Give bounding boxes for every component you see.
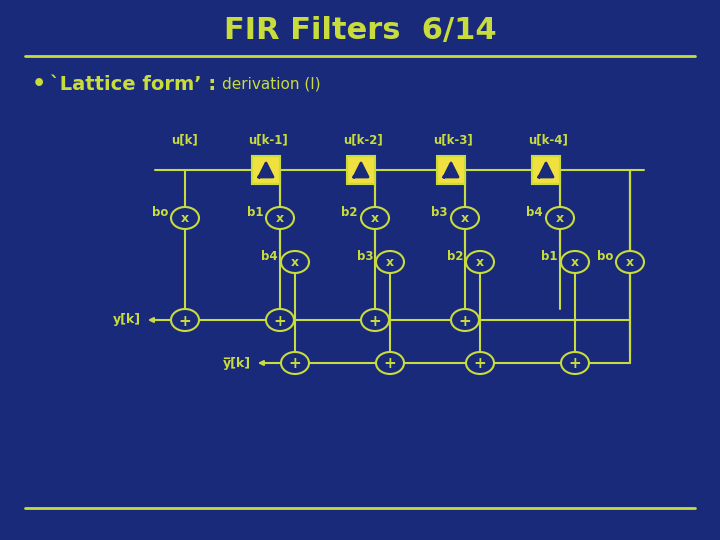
Polygon shape bbox=[539, 163, 553, 177]
Ellipse shape bbox=[466, 251, 494, 273]
Text: derivation (I): derivation (I) bbox=[222, 77, 320, 91]
FancyBboxPatch shape bbox=[252, 156, 280, 184]
Ellipse shape bbox=[361, 207, 389, 229]
Text: +: + bbox=[289, 356, 302, 372]
Ellipse shape bbox=[466, 352, 494, 374]
Ellipse shape bbox=[451, 207, 479, 229]
Text: x: x bbox=[291, 256, 299, 269]
Ellipse shape bbox=[281, 352, 309, 374]
Text: +: + bbox=[384, 356, 397, 372]
Ellipse shape bbox=[376, 352, 404, 374]
Ellipse shape bbox=[561, 352, 589, 374]
Text: x: x bbox=[461, 213, 469, 226]
Text: x: x bbox=[571, 256, 579, 269]
Text: x: x bbox=[276, 213, 284, 226]
Text: +: + bbox=[474, 356, 487, 372]
Text: x: x bbox=[556, 213, 564, 226]
Text: b4: b4 bbox=[526, 206, 543, 219]
Text: b2: b2 bbox=[341, 206, 358, 219]
Text: FIR Filters  6/14: FIR Filters 6/14 bbox=[224, 16, 496, 44]
Text: u[k-2]: u[k-2] bbox=[343, 133, 383, 146]
Text: y[k]: y[k] bbox=[113, 314, 141, 327]
Text: b4: b4 bbox=[261, 251, 278, 264]
Polygon shape bbox=[444, 163, 458, 177]
Ellipse shape bbox=[376, 251, 404, 273]
Text: x: x bbox=[476, 256, 484, 269]
Ellipse shape bbox=[266, 207, 294, 229]
Text: x: x bbox=[386, 256, 394, 269]
Text: +: + bbox=[569, 356, 581, 372]
Text: b3: b3 bbox=[356, 251, 373, 264]
Text: bo: bo bbox=[597, 251, 613, 264]
Ellipse shape bbox=[451, 309, 479, 331]
Ellipse shape bbox=[546, 207, 574, 229]
Ellipse shape bbox=[561, 251, 589, 273]
FancyBboxPatch shape bbox=[437, 156, 465, 184]
Text: b2: b2 bbox=[446, 251, 463, 264]
Text: x: x bbox=[181, 213, 189, 226]
Text: y̅[k]: y̅[k] bbox=[223, 356, 251, 369]
Ellipse shape bbox=[361, 309, 389, 331]
Text: +: + bbox=[369, 314, 382, 328]
Text: +: + bbox=[179, 314, 192, 328]
Polygon shape bbox=[259, 163, 273, 177]
Text: b1: b1 bbox=[541, 251, 558, 264]
Text: b1: b1 bbox=[246, 206, 263, 219]
Text: `Lattice form’ :: `Lattice form’ : bbox=[50, 75, 216, 93]
Ellipse shape bbox=[281, 251, 309, 273]
FancyBboxPatch shape bbox=[532, 156, 560, 184]
Ellipse shape bbox=[171, 309, 199, 331]
Ellipse shape bbox=[171, 207, 199, 229]
Polygon shape bbox=[354, 163, 368, 177]
Text: +: + bbox=[274, 314, 287, 328]
Text: b3: b3 bbox=[431, 206, 448, 219]
Text: bo: bo bbox=[152, 206, 168, 219]
Ellipse shape bbox=[266, 309, 294, 331]
Text: u[k]: u[k] bbox=[171, 133, 199, 146]
Text: x: x bbox=[371, 213, 379, 226]
Text: +: + bbox=[459, 314, 472, 328]
Text: u[k-1]: u[k-1] bbox=[248, 133, 288, 146]
FancyBboxPatch shape bbox=[347, 156, 375, 184]
Text: u[k-3]: u[k-3] bbox=[433, 133, 473, 146]
Text: x: x bbox=[626, 256, 634, 269]
Ellipse shape bbox=[616, 251, 644, 273]
Text: u[k-4]: u[k-4] bbox=[528, 133, 568, 146]
Text: •: • bbox=[32, 74, 46, 94]
